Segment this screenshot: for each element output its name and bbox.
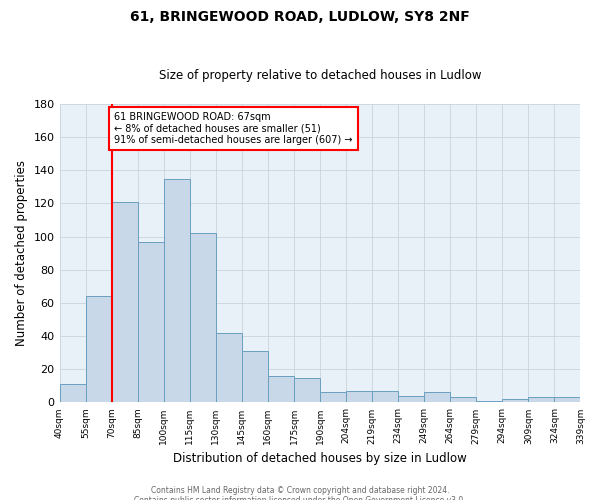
X-axis label: Distribution of detached houses by size in Ludlow: Distribution of detached houses by size … (173, 452, 467, 465)
Bar (242, 351, 268, 403)
Title: Size of property relative to detached houses in Ludlow: Size of property relative to detached ho… (159, 69, 481, 82)
Bar (502, 399, 529, 402)
Bar (59, 384, 86, 402)
Text: Contains HM Land Registry data © Crown copyright and database right 2024.: Contains HM Land Registry data © Crown c… (151, 486, 449, 495)
Text: 61 BRINGEWOOD ROAD: 67sqm
← 8% of detached houses are smaller (51)
91% of semi-d: 61 BRINGEWOOD ROAD: 67sqm ← 8% of detach… (114, 112, 353, 146)
Bar (476, 401, 502, 402)
Bar (320, 392, 346, 402)
Bar (164, 178, 190, 402)
Bar (398, 396, 424, 402)
Bar (450, 398, 476, 402)
Bar (424, 392, 450, 402)
Bar (112, 202, 137, 402)
Text: Contains public sector information licensed under the Open Government Licence v3: Contains public sector information licen… (134, 496, 466, 500)
Bar (554, 398, 581, 402)
Bar (346, 391, 372, 402)
Y-axis label: Number of detached properties: Number of detached properties (15, 160, 28, 346)
Bar (268, 376, 294, 402)
Bar (86, 296, 112, 403)
Bar (529, 398, 554, 402)
Bar (372, 391, 398, 402)
Bar (137, 242, 164, 402)
Text: 61, BRINGEWOOD ROAD, LUDLOW, SY8 2NF: 61, BRINGEWOOD ROAD, LUDLOW, SY8 2NF (130, 10, 470, 24)
Bar (216, 333, 242, 402)
Bar (294, 378, 320, 402)
Bar (190, 234, 216, 402)
